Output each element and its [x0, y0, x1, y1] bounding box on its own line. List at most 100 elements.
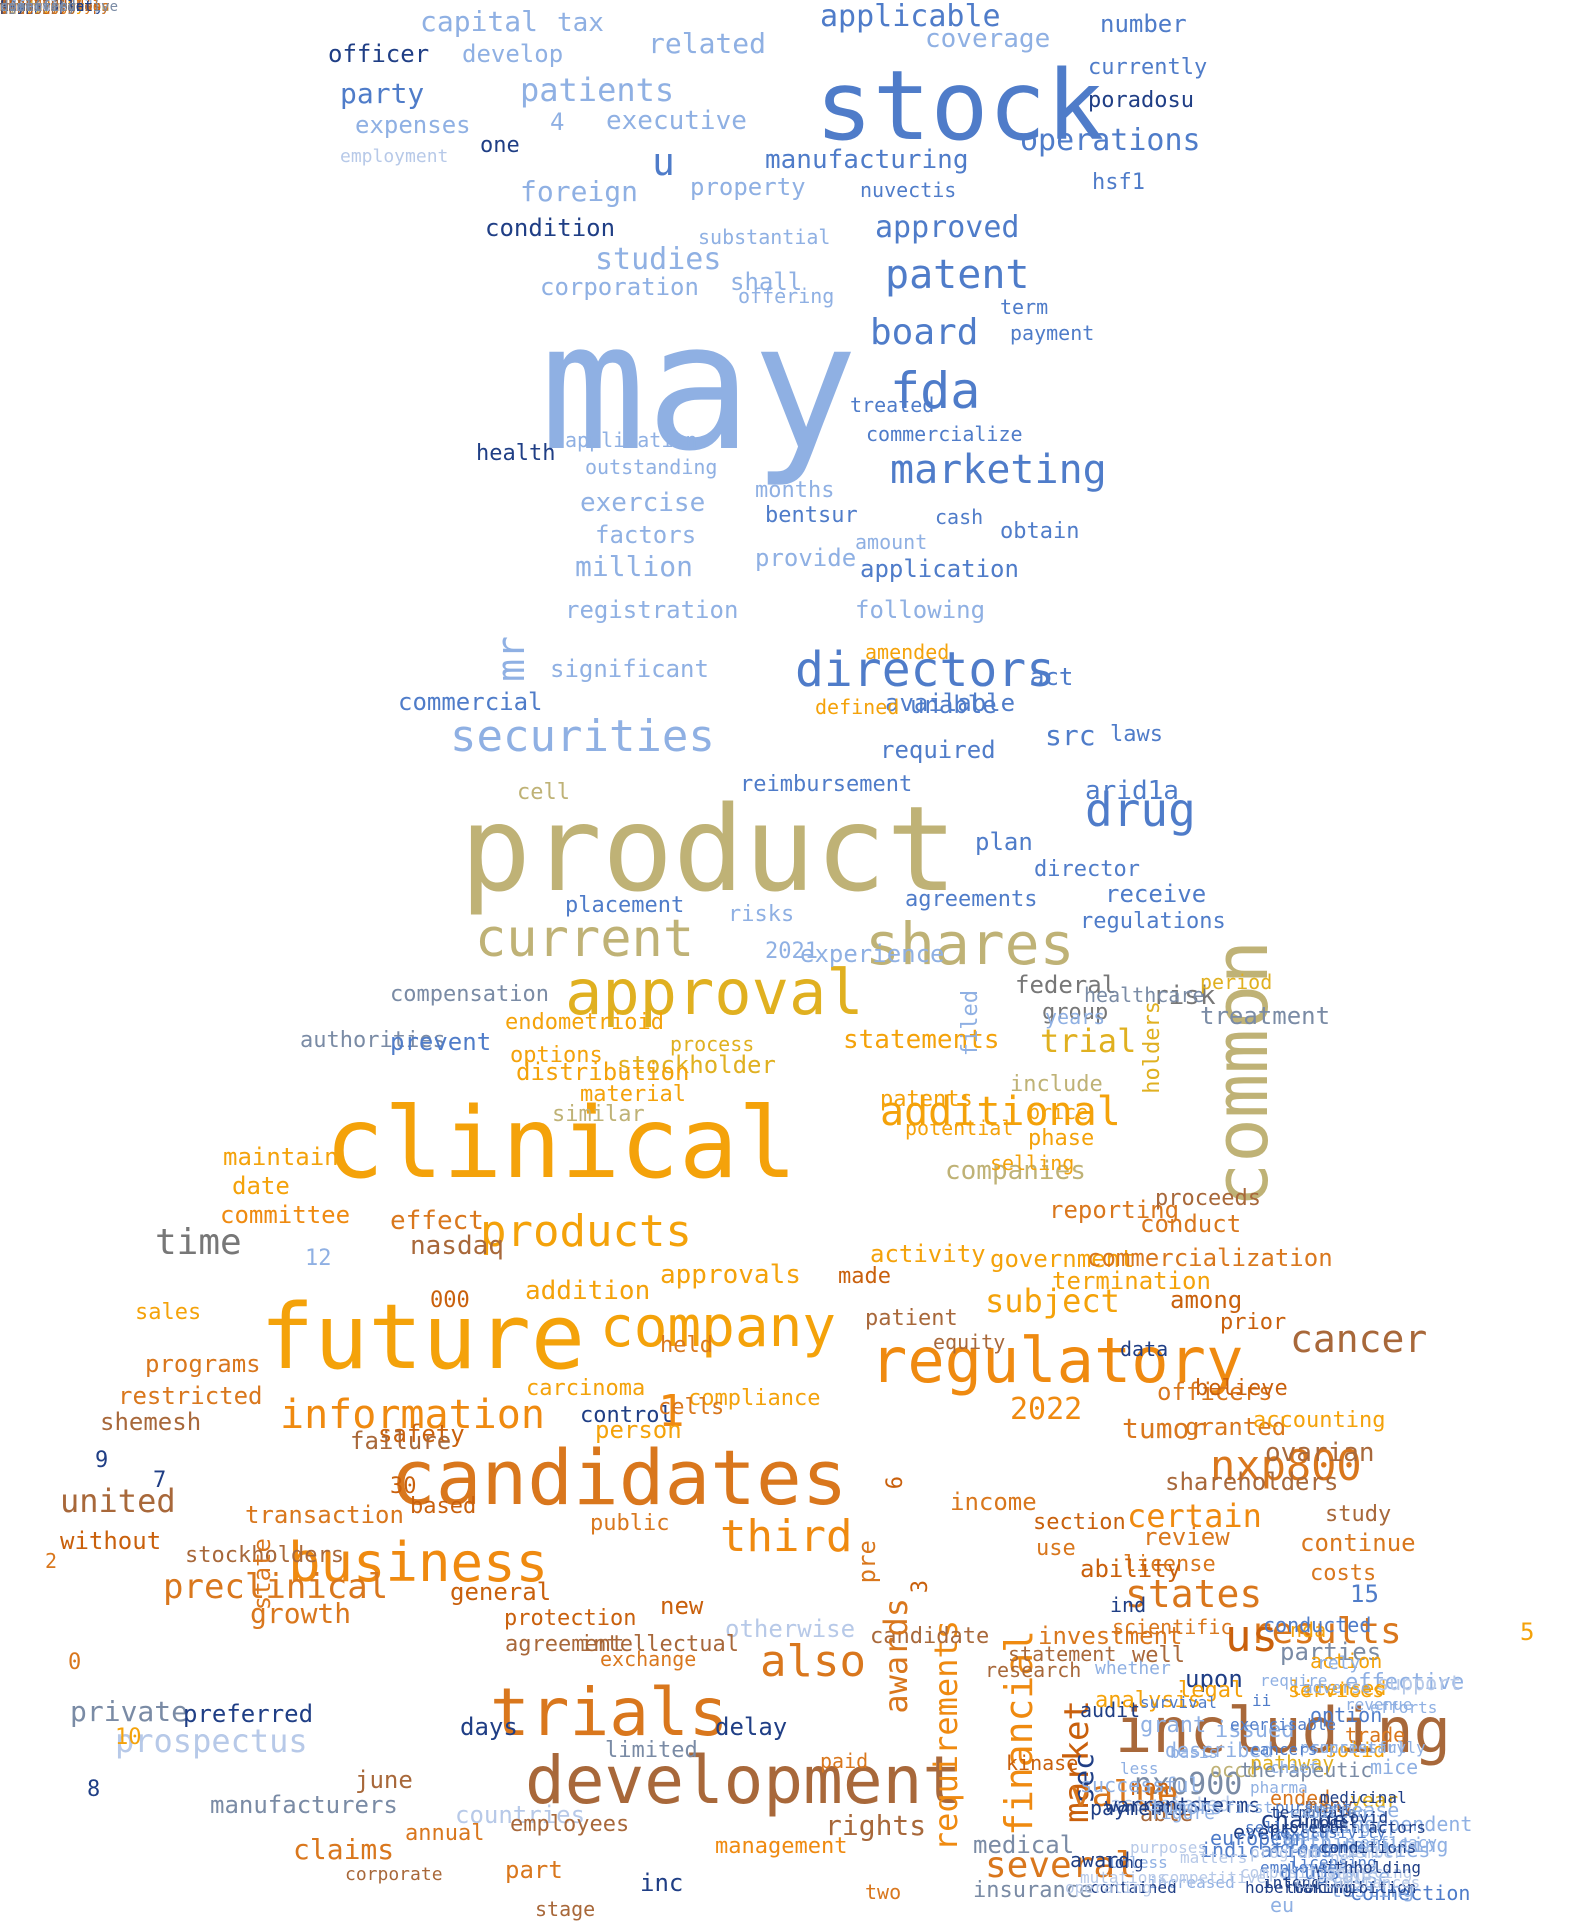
cloud-word: therapeutics — [0, 0, 102, 15]
cloud-word: exercisable — [1230, 1715, 1336, 1734]
cloud-word: cash — [935, 505, 984, 529]
cloud-word: restrictions — [0, 0, 102, 15]
cloud-word: reporting — [1049, 1196, 1180, 1224]
cloud-word: arid1a — [1085, 776, 1179, 806]
cloud-word: equal — [0, 0, 43, 15]
cloud-word: genetic — [0, 0, 60, 15]
cloud-word: industry — [0, 0, 68, 15]
cloud-word: committee — [220, 1201, 351, 1229]
cloud-word: completion — [0, 0, 85, 15]
cloud-word: administrative — [0, 0, 119, 15]
cloud-word: file — [0, 0, 34, 15]
cloud-word: operating — [1065, 1878, 1152, 1897]
cloud-word: salary — [0, 0, 51, 15]
cloud-word: immediately — [0, 0, 93, 15]
cloud-word: 8 — [87, 1777, 101, 1802]
cloud-word: solid — [1325, 1738, 1386, 1762]
cloud-word: nxp800 — [1210, 1441, 1362, 1490]
cloud-word: estimates — [0, 0, 76, 15]
cloud-word: earlier — [0, 0, 60, 15]
cloud-word: ended — [1270, 1786, 1331, 1810]
cloud-word: conduct — [1140, 1210, 1242, 1238]
cloud-word: obtaining — [0, 0, 76, 15]
cloud-word: statements — [843, 1025, 1000, 1055]
cloud-word: conducted — [1263, 1613, 1372, 1637]
cloud-word: delaware — [0, 0, 68, 15]
cloud-word: candidate — [870, 1624, 990, 1649]
cloud-word: efficacy — [1360, 1833, 1438, 1852]
cloud-word: currently — [1088, 55, 1208, 80]
cloud-word: patent — [885, 252, 1030, 298]
cloud-word: selling — [990, 1151, 1075, 1175]
cloud-word: survival — [1140, 1693, 1218, 1712]
cloud-word: ovarian — [1265, 1438, 1375, 1468]
cloud-word: july — [0, 0, 34, 15]
cloud-word: rules — [0, 0, 43, 15]
cloud-word: paid — [820, 1749, 869, 1773]
cloud-word: european — [1210, 1826, 1307, 1850]
cloud-word: technology — [0, 0, 85, 15]
cloud-word: exchange — [600, 1647, 697, 1671]
cloud-word: therapeutic — [1240, 1758, 1373, 1782]
cloud-word: process — [670, 1032, 755, 1056]
cloud-word: event — [1233, 1820, 1294, 1844]
cloud-word: seek — [0, 0, 34, 15]
cloud-word: extensive — [0, 0, 76, 15]
cloud-word: compensation — [390, 982, 549, 1007]
cloud-word: approve — [0, 0, 60, 15]
cloud-word: part — [505, 1856, 563, 1884]
cloud-word: shareholders — [1165, 1468, 1339, 1496]
cloud-word: competitive — [1160, 1868, 1266, 1887]
cloud-word: offering — [738, 284, 835, 308]
cloud-word: rely — [1317, 1653, 1361, 1674]
cloud-word: beneficial — [0, 0, 85, 15]
cloud-word: otherwise — [725, 1615, 856, 1643]
cloud-word: offered — [0, 0, 60, 15]
cloud-word: holders — [1140, 1001, 1165, 1094]
cloud-word: united — [60, 1482, 176, 1520]
cloud-word: able — [1140, 1802, 1193, 1827]
cloud-word: approved — [875, 210, 1020, 245]
cloud-word: prevent — [390, 1028, 492, 1056]
cloud-word: regulation — [0, 0, 85, 15]
cloud-word: delay — [715, 1713, 788, 1741]
cloud-word: specified — [0, 0, 76, 15]
cloud-word: stockholder — [617, 1051, 776, 1079]
cloud-word: expect — [0, 0, 51, 15]
cloud-word: holder — [0, 0, 51, 15]
cloud-word: within — [1284, 1830, 1357, 1854]
cloud-word: accordance — [1270, 1838, 1367, 1857]
cloud-word: patient — [865, 1306, 958, 1331]
cloud-word: effects — [0, 0, 60, 15]
cloud-word: patients — [520, 71, 675, 109]
cloud-word: amount — [855, 530, 928, 554]
cloud-word: proceeds — [1155, 1186, 1261, 1211]
cloud-word: pay — [0, 0, 26, 15]
cloud-word: composition — [1240, 1863, 1346, 1882]
cloud-word: mg — [0, 0, 17, 15]
cloud-word: chief — [1270, 1758, 1319, 1777]
cloud-word: securities — [450, 711, 715, 762]
cloud-word: liability — [0, 0, 76, 15]
cloud-word: issuance — [0, 0, 68, 15]
cloud-word: safety — [378, 1420, 465, 1448]
cloud-word: obligations — [0, 0, 93, 15]
cloud-word: maintain — [223, 1143, 339, 1171]
cloud-word: specific — [0, 0, 68, 15]
cloud-word: person — [595, 1416, 682, 1444]
cloud-word: obtained — [0, 0, 68, 15]
cloud-word: relationships — [0, 0, 110, 15]
cloud-word: purposes — [1130, 1838, 1208, 1857]
cloud-word: policies — [0, 0, 68, 15]
cloud-word: however — [0, 0, 60, 15]
cloud-word: investment — [1038, 1622, 1183, 1650]
cloud-word: nasdaq — [410, 1231, 504, 1261]
cloud-word: laws — [1110, 722, 1163, 747]
cloud-word: federal — [1015, 971, 1117, 999]
cloud-word: continue — [1300, 1529, 1416, 1557]
cloud-word: submission — [0, 0, 85, 15]
cloud-word: u — [652, 140, 675, 184]
cloud-word: later — [0, 0, 43, 15]
cloud-word: adequate — [0, 0, 68, 15]
cloud-word: response — [1300, 1858, 1378, 1877]
